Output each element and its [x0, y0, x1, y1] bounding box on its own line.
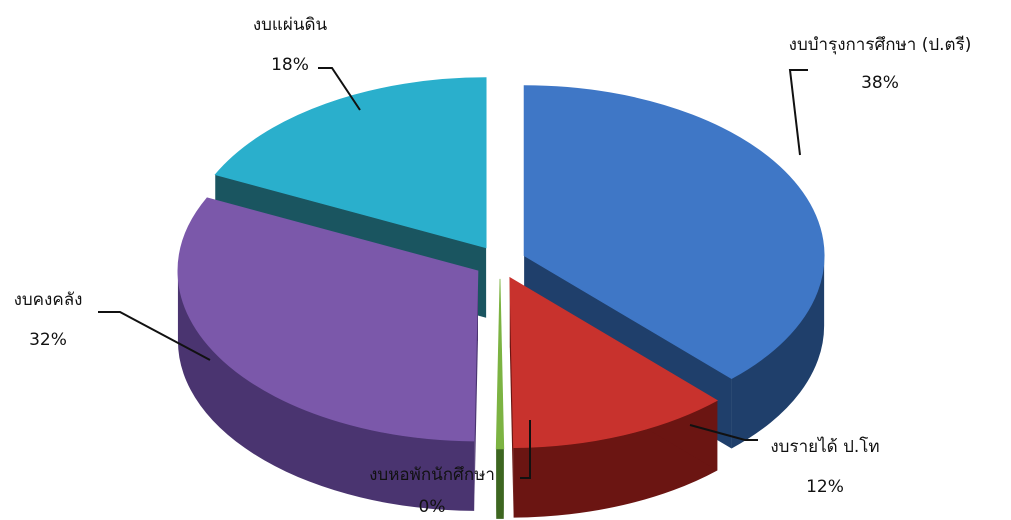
slice-label-value-4: 18%: [271, 55, 309, 75]
slice-side-2: [496, 448, 504, 519]
pie-slice-2: [495, 278, 505, 450]
slice-label-name-0: งบบำรุงการศึกษา (ป.ตรี): [789, 35, 972, 55]
leader-lines: [98, 67, 808, 479]
slice-label-value-3: 32%: [29, 330, 67, 350]
slice-label-value-2: 0%: [419, 497, 446, 517]
slice-label-name-2: งบหอพักนักศึกษา: [369, 465, 495, 485]
pie-slice-4: [214, 77, 487, 249]
slice-label-value-0: 38%: [861, 73, 899, 93]
pie-slice-0: [523, 85, 825, 379]
pie-slice-1: [509, 276, 719, 449]
slice-tops: [177, 77, 825, 450]
slice-side-0: [731, 255, 825, 449]
slice-side-3: [177, 270, 475, 511]
pie-slice-3: [177, 197, 479, 442]
leader-line-3: [98, 311, 211, 361]
leader-line-0: [788, 69, 808, 156]
leader-line-4: [318, 67, 361, 111]
slice-label-name-1: งบรายได้ ป.โท: [770, 436, 879, 457]
leader-line-2: [520, 420, 531, 479]
slice-label-name-4: งบแผ่นดิน: [253, 15, 328, 35]
slice-label-name-3: งบคงคลัง: [14, 290, 83, 310]
slice-label-value-1: 12%: [806, 477, 844, 497]
leader-line-1: [689, 424, 758, 441]
